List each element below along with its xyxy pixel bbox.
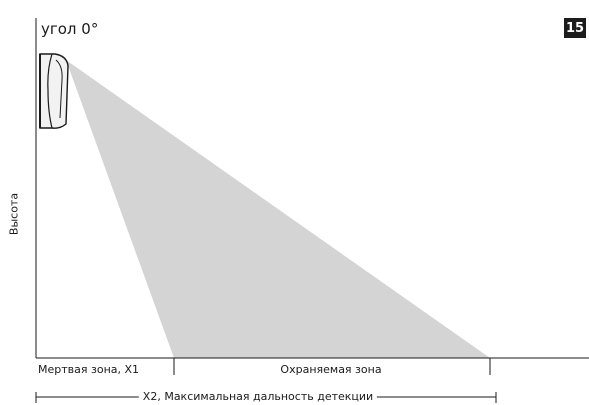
figure-number-badge: 15 (564, 18, 586, 38)
dead-zone-label: Мертвая зона, X1 (38, 363, 140, 376)
max-range-label: X2, Максимальная дальность детекции (138, 391, 378, 402)
motion-sensor-icon (39, 53, 69, 129)
protected-zone-label: Охраняемая зона (280, 363, 382, 376)
angle-label: угол 0° (41, 20, 99, 38)
detection-beam (66, 60, 490, 358)
y-axis-label: Высота (7, 192, 21, 236)
